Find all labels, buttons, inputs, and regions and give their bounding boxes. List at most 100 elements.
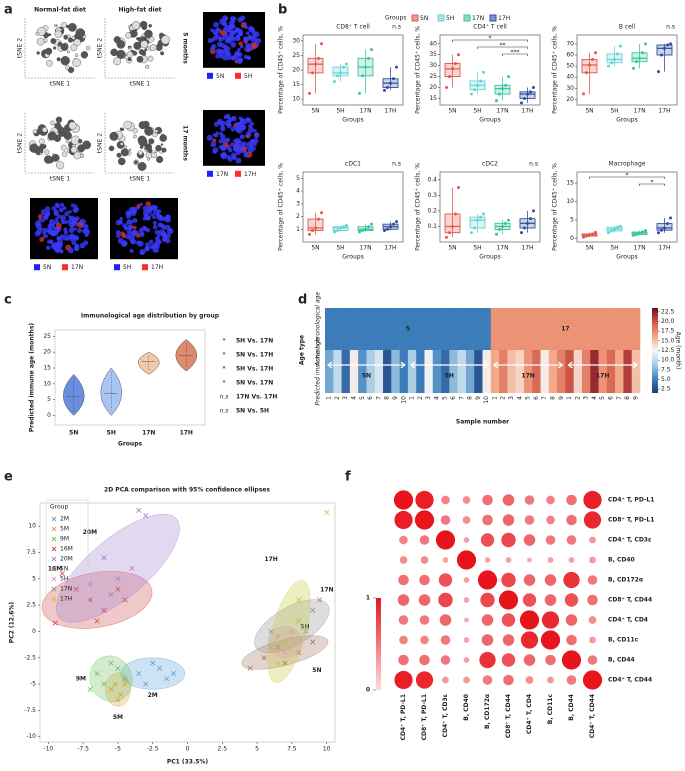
bubble bbox=[547, 557, 554, 563]
tsne-dot bbox=[219, 133, 226, 140]
bubble bbox=[583, 490, 602, 510]
bubble bbox=[463, 537, 470, 543]
point bbox=[122, 676, 128, 682]
point bbox=[73, 586, 79, 592]
y-tick-label: 20 bbox=[43, 349, 51, 356]
group-arrow bbox=[567, 361, 638, 369]
tsne-dot bbox=[247, 34, 253, 40]
tsne-dot bbox=[220, 126, 226, 132]
legend-marker bbox=[51, 516, 57, 522]
heatmap-cell bbox=[490, 350, 500, 393]
bubble bbox=[545, 654, 556, 666]
tsne-dot bbox=[52, 230, 59, 236]
tsne-blob bbox=[159, 32, 164, 38]
point bbox=[632, 233, 635, 237]
point bbox=[585, 234, 588, 238]
x-tick-label: 5H bbox=[336, 108, 344, 115]
tsne-dot bbox=[58, 207, 64, 213]
point bbox=[641, 230, 644, 234]
point bbox=[501, 87, 504, 91]
violin bbox=[100, 367, 122, 416]
tsne-dot bbox=[62, 206, 67, 211]
tsne-blob bbox=[138, 121, 147, 130]
tsne-dot bbox=[74, 207, 80, 212]
tsne-dot bbox=[154, 229, 161, 236]
tsne-blob bbox=[144, 126, 154, 136]
annotation-sig: * bbox=[223, 366, 226, 373]
tsne-blob bbox=[67, 34, 71, 38]
tsne-dot bbox=[248, 126, 255, 133]
tsne-blob bbox=[126, 51, 134, 58]
tsne-blob bbox=[47, 131, 57, 141]
tsne-dot bbox=[125, 210, 131, 216]
actual-cell bbox=[623, 308, 633, 350]
tsne-blob bbox=[61, 151, 68, 157]
legend-marker bbox=[51, 576, 57, 582]
annotation: *** bbox=[511, 49, 520, 56]
y-axis-label: Predicted immune age (months) bbox=[29, 323, 36, 433]
tsne-dot bbox=[46, 227, 52, 233]
significance-bracket bbox=[502, 53, 528, 56]
row-label: 5 months bbox=[182, 32, 189, 64]
actual-label: 5 bbox=[406, 326, 410, 333]
heatmap-cell bbox=[449, 350, 458, 393]
bubble bbox=[566, 514, 577, 526]
violin bbox=[138, 351, 160, 375]
bubble bbox=[541, 611, 560, 629]
bubble bbox=[481, 614, 494, 626]
tsne-dot bbox=[225, 113, 231, 119]
x-tick-label: -2.5 bbox=[147, 746, 159, 753]
heatmap-cell bbox=[507, 350, 516, 393]
y-axis-label: Percentage of CD45⁺ cells, % bbox=[278, 26, 285, 114]
row-label: B, CD40 bbox=[608, 557, 635, 564]
column-label: CD8⁺ T, CD44 bbox=[505, 694, 512, 738]
x-tick-label: 8 bbox=[384, 396, 391, 400]
bubble bbox=[523, 654, 536, 666]
point bbox=[87, 581, 93, 587]
colorbar-tick-label: 22.5 bbox=[661, 308, 675, 315]
tsne-dot bbox=[215, 131, 219, 135]
y-tick-label: 20 bbox=[429, 84, 437, 91]
tsne-dot bbox=[44, 234, 49, 238]
tsne-dot bbox=[233, 53, 239, 60]
tsne-blob bbox=[80, 51, 89, 59]
tsne-blob bbox=[56, 57, 61, 62]
box bbox=[444, 213, 461, 234]
tsne-dot bbox=[230, 126, 236, 132]
bubble bbox=[502, 634, 515, 646]
point bbox=[395, 65, 398, 69]
point bbox=[364, 227, 367, 231]
x-tick-label: 2 bbox=[574, 396, 581, 400]
tsne-dot bbox=[240, 148, 245, 154]
group-label: 5N bbox=[362, 373, 371, 380]
tsne-blob bbox=[156, 155, 164, 164]
x-tick-label: 9 bbox=[475, 396, 482, 400]
series-label: 9M bbox=[76, 675, 86, 682]
row-label: CD4⁺ T, CD3ε bbox=[608, 537, 651, 544]
bubble bbox=[498, 590, 519, 610]
tsne-blob bbox=[130, 30, 138, 38]
annotation: n.s bbox=[392, 24, 401, 31]
x-tick-label: 4 bbox=[516, 396, 523, 400]
point bbox=[310, 639, 316, 645]
x-tick-label: 17H bbox=[384, 245, 396, 252]
point bbox=[311, 229, 314, 233]
bubble bbox=[463, 657, 470, 663]
bubble bbox=[440, 655, 451, 665]
point bbox=[339, 226, 342, 230]
point bbox=[59, 570, 65, 577]
bubble bbox=[587, 594, 598, 606]
actual-cell bbox=[358, 308, 367, 350]
heatmap-cell bbox=[391, 350, 400, 393]
x-axis-label: tSNE 1 bbox=[130, 176, 150, 183]
tsne-dot bbox=[71, 234, 77, 239]
tsne-blob bbox=[82, 140, 91, 150]
group-label: 5H bbox=[445, 373, 454, 380]
tsne-blob bbox=[123, 120, 132, 130]
box bbox=[656, 44, 673, 56]
y-axis-label: tSNE 2 bbox=[97, 133, 104, 153]
point bbox=[476, 218, 479, 222]
point bbox=[386, 86, 389, 89]
tsne-dot bbox=[253, 129, 257, 133]
